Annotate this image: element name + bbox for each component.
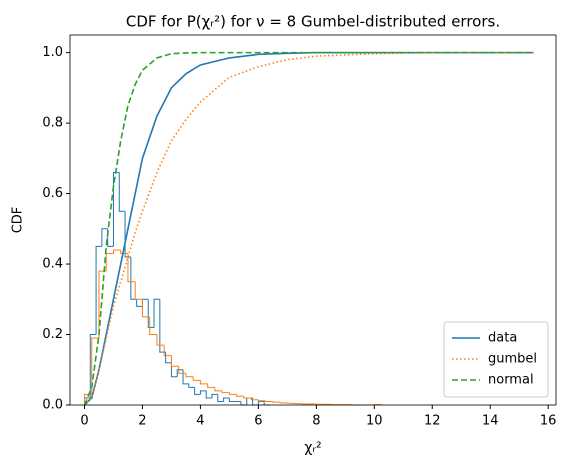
histogram-step bbox=[150, 317, 157, 335]
histogram-step bbox=[99, 271, 106, 338]
histogram-step bbox=[224, 398, 230, 402]
histogram-step bbox=[200, 380, 207, 384]
histogram-step bbox=[135, 282, 142, 300]
histogram-step bbox=[280, 402, 287, 403]
histogram-step bbox=[208, 384, 215, 388]
histogram-step bbox=[142, 299, 148, 306]
legend-label: gumbel bbox=[488, 352, 537, 367]
histogram-step bbox=[222, 391, 229, 393]
histogram-step bbox=[113, 250, 120, 254]
histogram-step bbox=[189, 384, 195, 388]
histogram-step bbox=[195, 387, 201, 394]
x-tick-label: 12 bbox=[424, 414, 441, 429]
histogram-step bbox=[247, 398, 253, 405]
histogram-step bbox=[171, 356, 178, 367]
histogram-step bbox=[212, 394, 218, 398]
histogram-step bbox=[237, 394, 244, 396]
y-tick-label: 0.8 bbox=[42, 116, 63, 131]
histogram-step bbox=[119, 172, 125, 211]
histogram-step bbox=[193, 377, 200, 381]
histogram-step bbox=[157, 335, 164, 346]
histogram-step bbox=[128, 253, 135, 281]
histogram-step bbox=[148, 299, 154, 327]
histogram-step bbox=[137, 299, 143, 306]
histogram-step bbox=[206, 391, 212, 398]
y-axis-label: CDF bbox=[11, 207, 26, 234]
histogram-step bbox=[253, 398, 259, 405]
histogram-step bbox=[160, 299, 166, 352]
histogram-step bbox=[121, 250, 128, 254]
histogram-step bbox=[186, 373, 193, 377]
histogram-step bbox=[171, 363, 177, 377]
histogram-step bbox=[215, 387, 222, 391]
y-tick-label: 0.0 bbox=[42, 398, 63, 413]
histogram-step bbox=[241, 401, 247, 405]
histogram-step bbox=[229, 393, 236, 395]
histogram-step bbox=[229, 398, 235, 402]
histogram-step bbox=[200, 391, 206, 395]
histogram-step bbox=[244, 396, 251, 398]
x-tick-label: 4 bbox=[196, 414, 204, 429]
histogram-step bbox=[154, 299, 160, 327]
x-tick-label: 0 bbox=[80, 414, 88, 429]
x-axis-label: χᵣ² bbox=[304, 440, 321, 456]
histogram-step bbox=[218, 394, 224, 401]
histogram-step bbox=[106, 253, 113, 271]
histogram-step bbox=[166, 352, 172, 363]
histogram-step bbox=[264, 401, 270, 405]
x-tick-label: 10 bbox=[366, 414, 383, 429]
x-tick-label: 16 bbox=[540, 414, 557, 429]
x-tick-label: 14 bbox=[482, 414, 499, 429]
histogram-step bbox=[113, 172, 119, 246]
histogram-step bbox=[266, 401, 273, 402]
y-tick-label: 0.2 bbox=[42, 327, 63, 342]
histogram-step bbox=[273, 401, 280, 402]
x-tick-label: 6 bbox=[254, 414, 262, 429]
chart-title: CDF for P(χᵣ²) for ν = 8 Gumbel-distribu… bbox=[126, 13, 500, 31]
histogram-step bbox=[258, 400, 265, 401]
y-tick-label: 0.4 bbox=[42, 257, 63, 272]
legend-label: data bbox=[488, 331, 517, 346]
histogram-step bbox=[131, 257, 137, 299]
histogram-step bbox=[258, 401, 264, 405]
y-tick-label: 1.0 bbox=[42, 45, 63, 60]
y-tick-label: 0.6 bbox=[42, 186, 63, 201]
x-tick-label: 2 bbox=[138, 414, 146, 429]
x-tick-label: 8 bbox=[312, 414, 320, 429]
legend-label: normal bbox=[488, 373, 534, 388]
